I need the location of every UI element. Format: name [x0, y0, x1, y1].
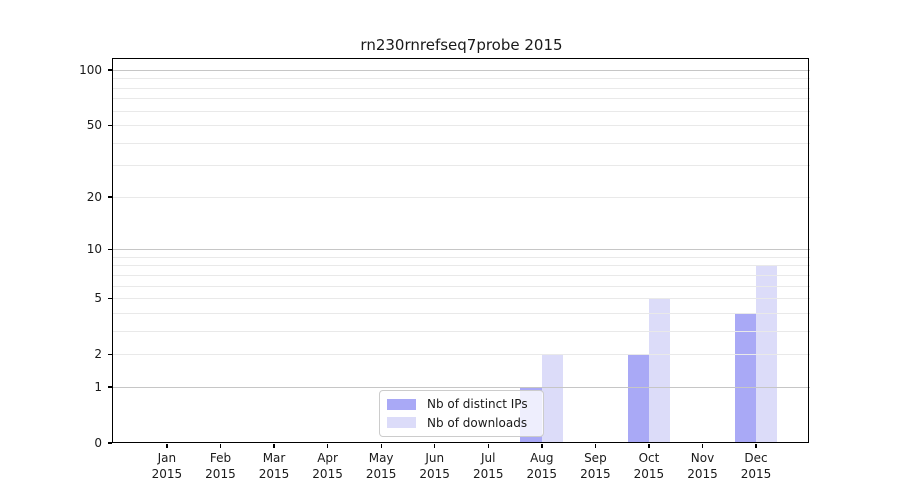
- x-tick-mark: [326, 444, 329, 448]
- x-tick-mark: [701, 444, 704, 448]
- x-tick-month: Aug: [530, 451, 554, 465]
- legend: Nb of distinct IPs Nb of downloads: [379, 390, 544, 437]
- legend-label-downloads: Nb of downloads: [427, 415, 528, 430]
- x-axis-tick-label: Aug 2015: [512, 450, 572, 482]
- x-tick-month: Sep: [584, 451, 607, 465]
- x-tick-year: 2015: [365, 467, 397, 481]
- x-tick-year: 2015: [151, 467, 183, 481]
- x-tick-year: 2015: [258, 467, 290, 481]
- x-tick-month: Jan: [157, 451, 177, 465]
- x-tick-mark: [755, 444, 757, 448]
- x-tick-year: 2015: [580, 467, 611, 481]
- y-axis-tick-label: 5: [94, 291, 102, 306]
- x-tick-month: Feb: [209, 451, 232, 465]
- x-tick-month: Apr: [317, 451, 338, 465]
- x-tick-mark: [541, 444, 543, 448]
- x-tick-month: Jun: [425, 451, 445, 465]
- x-axis-tick-label: Jan 2015: [137, 450, 197, 482]
- x-axis-tick-label: Nov 2015: [673, 450, 733, 482]
- y-axis-tick-label: 1: [94, 379, 102, 394]
- legend-swatch-distinct-ips: [387, 398, 416, 410]
- x-axis-tick-label: Dec 2015: [726, 450, 786, 482]
- x-tick-month: Oct: [638, 451, 660, 465]
- legend-entry-downloads: Nb of downloads: [387, 416, 537, 430]
- x-axis-tick-label: Feb 2015: [190, 450, 250, 482]
- x-tick-year: 2015: [526, 467, 558, 481]
- x-tick-month: Nov: [690, 451, 715, 465]
- x-tick-year: 2015: [740, 467, 772, 481]
- x-tick-mark: [434, 444, 436, 448]
- x-axis-tick-label: Jun 2015: [405, 450, 465, 482]
- x-tick-month: May: [368, 451, 394, 465]
- x-tick-mark: [219, 444, 222, 448]
- y-axis-tick-label: 10: [86, 242, 102, 257]
- x-tick-year: 2015: [633, 467, 665, 481]
- x-axis-tick-label: Apr 2015: [298, 450, 358, 482]
- legend-label-distinct-ips: Nb of distinct IPs: [427, 397, 528, 412]
- x-tick-year: 2015: [205, 467, 236, 481]
- y-axis-tick-label: 50: [86, 118, 102, 133]
- x-tick-mark: [166, 444, 168, 448]
- x-tick-year: 2015: [312, 467, 343, 481]
- y-axis-tick-label: 20: [86, 189, 102, 204]
- x-tick-year: 2015: [687, 467, 718, 481]
- x-axis-tick-label: May 2015: [351, 450, 411, 482]
- plot-border: [112, 58, 809, 443]
- x-axis-tick-label: Jul 2015: [458, 450, 518, 482]
- x-tick-year: 2015: [472, 467, 504, 481]
- x-tick-month: Dec: [744, 451, 768, 465]
- x-tick-mark: [380, 444, 382, 448]
- x-tick-year: 2015: [419, 467, 450, 481]
- x-tick-mark: [648, 444, 650, 448]
- x-tick-mark: [273, 444, 275, 448]
- x-tick-mark: [487, 444, 489, 448]
- x-axis-tick-label: Sep 2015: [565, 450, 625, 482]
- y-axis-tick-label: 100: [79, 63, 102, 77]
- legend-swatch-downloads: [387, 417, 416, 429]
- x-tick-month: Mar: [262, 451, 286, 465]
- x-axis-tick-label: Mar 2015: [244, 450, 304, 482]
- x-tick-mark: [594, 444, 597, 448]
- y-axis-tick-label: 2: [94, 347, 102, 362]
- x-tick-month: Jul: [481, 451, 496, 465]
- y-axis-tick-label: 0: [94, 436, 102, 450]
- legend-entry-distinct-ips: Nb of distinct IPs: [387, 397, 537, 411]
- chart-title: rn230rnrefseq7probe 2015: [360, 36, 563, 54]
- x-axis-tick-label: Oct 2015: [619, 450, 679, 482]
